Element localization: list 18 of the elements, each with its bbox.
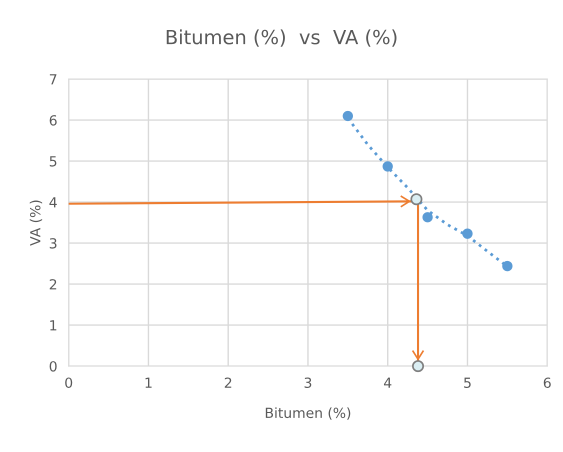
y-tick-label: 4 [49, 197, 57, 208]
chart-title: Bitumen (%) vs VA (%) [166, 29, 396, 47]
x-tick-label: 1 [146, 378, 152, 388]
x-tick-label: 3 [304, 377, 312, 388]
x-tick-label: 0 [65, 377, 72, 388]
x-tick-label: 2 [224, 377, 232, 388]
x-axis-title: Bitumen (%) [266, 407, 350, 420]
x-tick-label: 4 [384, 378, 392, 388]
y-tick-label: 1 [50, 320, 56, 330]
y-tick-label: 0 [50, 361, 57, 372]
y-tick-label: 3 [50, 238, 56, 249]
y-tick-label: 5 [50, 156, 56, 167]
x-tick-label: 5 [464, 378, 471, 388]
x-tick-label: 6 [544, 377, 551, 388]
y-tick-label: 6 [50, 115, 57, 126]
y-axis-title: VA (%) [30, 200, 42, 246]
y-tick-label: 2 [50, 279, 56, 290]
y-tick-label: 7 [50, 74, 56, 84]
